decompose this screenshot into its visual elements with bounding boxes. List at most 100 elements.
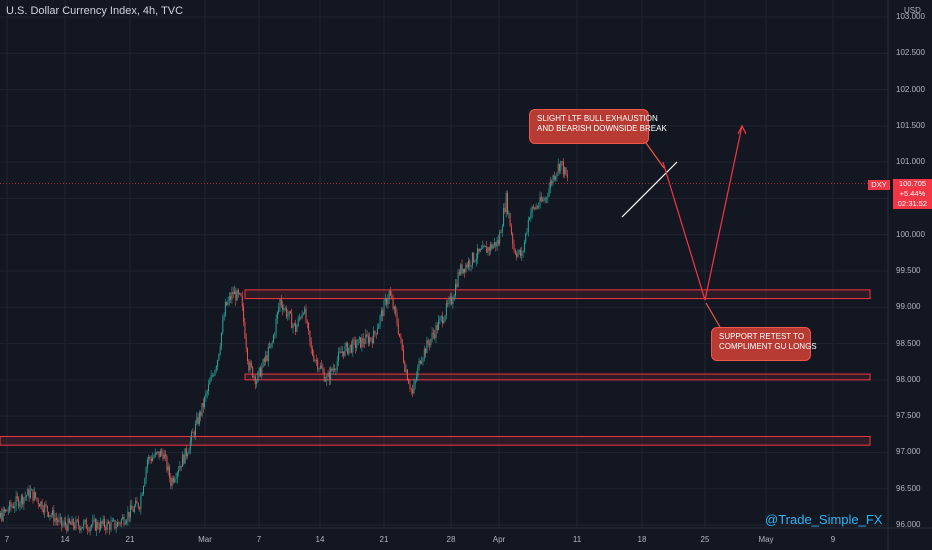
support-zone-0[interactable] — [244, 289, 871, 300]
candle-body — [55, 518, 57, 521]
candle-body — [258, 367, 260, 372]
candle-body — [111, 520, 113, 522]
time-tick-label: 14 — [315, 535, 325, 544]
candle-body — [456, 284, 458, 287]
candle-body — [551, 181, 553, 184]
support-zone-1[interactable] — [244, 373, 871, 381]
candle-body — [518, 250, 520, 253]
candle-body — [534, 207, 536, 210]
candle-body — [169, 466, 170, 478]
candle-body — [354, 340, 356, 349]
candle-body — [452, 300, 454, 305]
candle-body — [156, 452, 157, 454]
candle-body — [58, 518, 60, 523]
candle-body — [133, 506, 135, 512]
candle-body — [15, 496, 17, 507]
candle-body — [517, 252, 519, 257]
candle-body — [130, 505, 131, 518]
candle-body — [266, 355, 268, 361]
candle-body — [93, 519, 95, 520]
candle-body — [540, 196, 542, 201]
candle-body — [382, 310, 384, 317]
candle-body — [284, 308, 286, 309]
candle-body — [360, 337, 362, 348]
candle-body — [175, 478, 177, 480]
candle-body — [269, 347, 271, 348]
price-tick-label: 98.500 — [896, 338, 921, 348]
candle-body — [377, 328, 378, 335]
price-tick-label: 101.000 — [896, 157, 925, 167]
candle-body — [185, 448, 187, 456]
candle-body — [503, 208, 505, 227]
candle-body — [336, 360, 338, 370]
price-tick-label: 100.000 — [896, 229, 925, 239]
candle-body — [335, 369, 337, 371]
candle-body — [386, 299, 388, 305]
candle-body — [296, 325, 298, 332]
annotation-exhaustion[interactable]: SLIGHT LTF BULL EXHAUSTION AND BEARISH D… — [529, 109, 667, 144]
candle-body — [287, 314, 289, 317]
candle-body — [10, 502, 12, 507]
candle-body — [248, 360, 250, 371]
candle-body — [166, 456, 168, 471]
annotation-support-retest[interactable]: SUPPORT RETEST TO COMPLIMENT GU LONGS — [711, 327, 817, 361]
candle-body — [531, 206, 533, 213]
candle-body — [53, 510, 55, 522]
candle-body — [497, 240, 499, 244]
candle-body — [105, 527, 107, 530]
candle-body — [70, 522, 72, 525]
candle-body — [197, 417, 199, 425]
candle-body — [165, 454, 167, 457]
candle-body — [128, 511, 130, 518]
time-tick-label: 9 — [830, 535, 836, 544]
candle-body — [468, 260, 469, 268]
candle-body — [500, 232, 502, 233]
candle-body — [163, 454, 165, 459]
candle-body — [533, 206, 534, 208]
candle-body — [37, 499, 39, 505]
candle-body — [543, 199, 545, 201]
candle-body — [464, 268, 466, 273]
candle-body — [74, 526, 76, 529]
candle-body — [331, 368, 333, 371]
candle-body — [178, 470, 180, 473]
candle-body — [159, 450, 161, 458]
candle-body — [548, 188, 550, 197]
candle-body — [327, 372, 329, 377]
time-tick-label: 7 — [4, 535, 10, 544]
candle-body — [542, 199, 544, 201]
time-tick-label: May — [758, 535, 774, 544]
candle-body — [83, 521, 85, 528]
projection-arrowhead — [737, 124, 747, 135]
candle-body — [33, 492, 35, 501]
candle-body — [399, 333, 401, 337]
candle-body — [513, 243, 515, 251]
price-tick-label: 98.000 — [896, 374, 921, 384]
support-zone-2[interactable] — [0, 435, 871, 446]
projection-path[interactable] — [662, 125, 743, 301]
ascending-trendline[interactable] — [621, 161, 678, 218]
candle-body — [479, 249, 481, 252]
candle-body — [565, 167, 567, 175]
candle-body — [31, 489, 33, 491]
candle-body — [304, 308, 306, 314]
candle-body — [482, 245, 484, 249]
candle-body — [48, 511, 50, 517]
candle-body — [491, 244, 493, 249]
candle-body — [232, 291, 234, 295]
candle-body — [478, 248, 480, 252]
currency-label: USD — [904, 6, 921, 15]
candle-body — [409, 383, 411, 389]
candle-body — [149, 456, 151, 459]
candle-body — [466, 264, 468, 268]
candle-body — [387, 299, 389, 305]
candle-body — [224, 301, 226, 316]
candle-body — [426, 340, 428, 354]
candle-body — [432, 332, 434, 335]
candle-body — [340, 351, 342, 354]
candle-body — [442, 316, 443, 324]
candle-body — [7, 510, 9, 512]
candle-body — [158, 451, 160, 458]
candle-body — [552, 175, 554, 184]
